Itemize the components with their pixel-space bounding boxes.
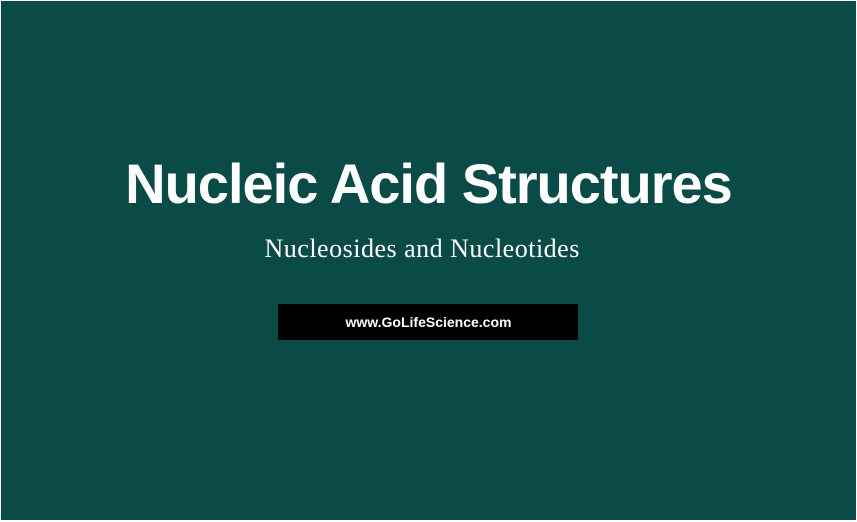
- slide-container: Nucleic Acid Structures Nucleosides and …: [1, 1, 856, 520]
- content-wrapper: Nucleic Acid Structures Nucleosides and …: [125, 151, 732, 340]
- main-title: Nucleic Acid Structures: [125, 151, 732, 216]
- url-box: www.GoLifeScience.com: [278, 304, 578, 340]
- url-text: www.GoLifeScience.com: [345, 314, 511, 330]
- subtitle: Nucleosides and Nucleotides: [265, 234, 580, 264]
